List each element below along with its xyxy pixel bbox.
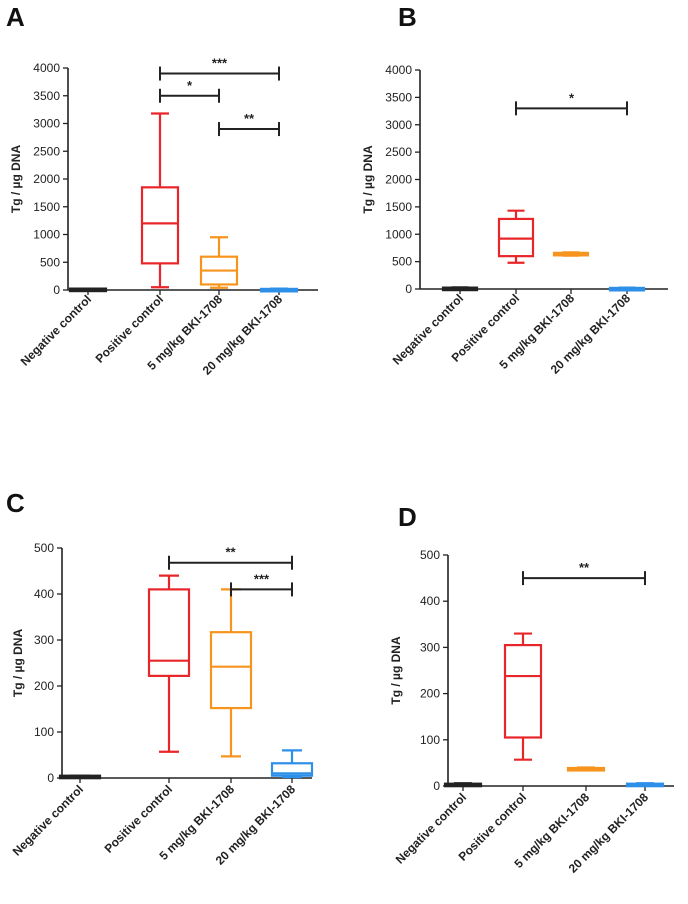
panel-d-y-tick-label: 500 <box>420 548 440 562</box>
panel-a-significance-bracket: * <box>159 78 220 103</box>
panel-b-y-tick-label: 1500 <box>385 200 412 214</box>
panel-b-y-tick-label: 3500 <box>385 90 412 104</box>
panel-c-category-label: Negative control <box>10 782 86 858</box>
panel-b-y-axis-title: Tg / µg DNA <box>361 145 375 214</box>
panel-d-box-3 <box>566 766 606 772</box>
panel-a-box-1 <box>68 287 108 293</box>
panel-d-iqr-box <box>503 643 543 739</box>
panel-a-significance-label: * <box>187 78 193 93</box>
panel-d-letter: D <box>398 502 417 532</box>
panel-c-significance-label: ** <box>225 545 236 560</box>
panel-d-y-tick-label: 300 <box>420 640 440 654</box>
panel-a-significance-bracket: ** <box>218 111 280 137</box>
panel-c-y-tick-label: 300 <box>34 633 54 647</box>
panel-c-iqr-box <box>209 631 253 710</box>
panel-b-significance-label: * <box>569 90 575 105</box>
panel-a-y-tick-label: 500 <box>40 255 60 269</box>
panel-c-box-4 <box>270 749 314 779</box>
panel-d-y-axis-title: Tg / µg DNA <box>389 636 403 705</box>
panel-b-y-tick-label: 4000 <box>385 63 412 77</box>
panel-d-y-tick-label: 100 <box>420 733 440 747</box>
panel-a-category-label: Negative control <box>18 292 94 368</box>
panel-b-significance-bracket: * <box>515 90 628 116</box>
panel-a-y-tick-label: 0 <box>53 283 60 297</box>
panel-b-y-tick-label: 3000 <box>385 118 412 132</box>
panel-d-box-4 <box>625 782 665 788</box>
panel-a-box-4 <box>259 287 299 293</box>
panel-d-significance-label: ** <box>579 560 590 575</box>
panel-c-y-tick-label: 0 <box>47 771 54 785</box>
panel-a-y-tick-label: 2000 <box>33 172 60 186</box>
panel-b-box-4 <box>608 286 646 292</box>
panel-b-y-tick-label: 0 <box>405 282 412 296</box>
panel-a-y-tick-label: 1500 <box>33 200 60 214</box>
panel-a-y-tick-label: 1000 <box>33 228 60 242</box>
panel-c-y-tick-label: 500 <box>34 541 54 555</box>
chart-panel-b: B 0 500 1000 1500 2000 2500 3000 3500 4000 Tg / µg… <box>361 2 668 377</box>
panel-a-y-tick-label: 3000 <box>33 117 60 131</box>
panel-c-y-axis-title: Tg / µg DNA <box>11 629 25 698</box>
panel-b-y-tick-label: 1000 <box>385 227 412 241</box>
panel-a-significance-label: *** <box>212 56 228 71</box>
panel-a-y-tick-label: 4000 <box>33 61 60 75</box>
panel-a-y-tick-label: 3500 <box>33 89 60 103</box>
panel-a-box-2 <box>140 112 180 289</box>
panel-b-box-3 <box>552 251 590 257</box>
panel-a-significance-bracket: *** <box>159 56 280 81</box>
panel-b-box-1 <box>441 286 479 292</box>
panel-a-y-tick-label: 2500 <box>33 144 60 158</box>
panel-c-y-tick-label: 100 <box>34 725 54 739</box>
panel-c-iqr-box <box>147 588 191 677</box>
panel-c-letter: C <box>6 488 25 518</box>
panel-a-iqr-box <box>140 186 180 265</box>
panel-c-significance-bracket: *** <box>230 571 293 597</box>
panel-a-box-3 <box>199 236 239 289</box>
panel-c-significance-label: *** <box>254 571 270 586</box>
panel-d-y-tick-label: 200 <box>420 687 440 701</box>
panel-c-y-tick-label: 400 <box>34 587 54 601</box>
panel-d-box-2 <box>503 632 543 761</box>
panel-c-box-2 <box>147 574 191 753</box>
panel-c-box-1 <box>58 774 102 780</box>
panel-d-y-tick-label: 0 <box>433 779 440 793</box>
panel-b-y-tick-label: 2000 <box>385 173 412 187</box>
panel-b-letter: B <box>398 2 417 32</box>
panel-d-box-1 <box>443 782 483 788</box>
panel-b-box-2 <box>497 209 535 264</box>
panel-c-y-tick-label: 200 <box>34 679 54 693</box>
panel-a-significance-label: ** <box>244 111 255 126</box>
panel-c-box-3 <box>209 588 253 758</box>
panel-d-y-tick-label: 400 <box>420 594 440 608</box>
panel-b-y-tick-label: 2500 <box>385 145 412 159</box>
panel-d-significance-bracket: ** <box>522 560 646 586</box>
chart-panel-c: C 0 100 200 300 400 500 Tg / µg DNA Negative con… <box>6 488 314 868</box>
panel-a-letter: A <box>6 2 25 32</box>
panel-c-significance-bracket: ** <box>168 545 293 570</box>
panel-b-y-tick-label: 500 <box>392 255 412 269</box>
panel-a-y-axis-title: Tg / µg DNA <box>9 145 23 214</box>
chart-panel-a: A 0 500 1000 1500 2000 2500 3000 3500 4000 Tg / µg… <box>6 2 318 378</box>
